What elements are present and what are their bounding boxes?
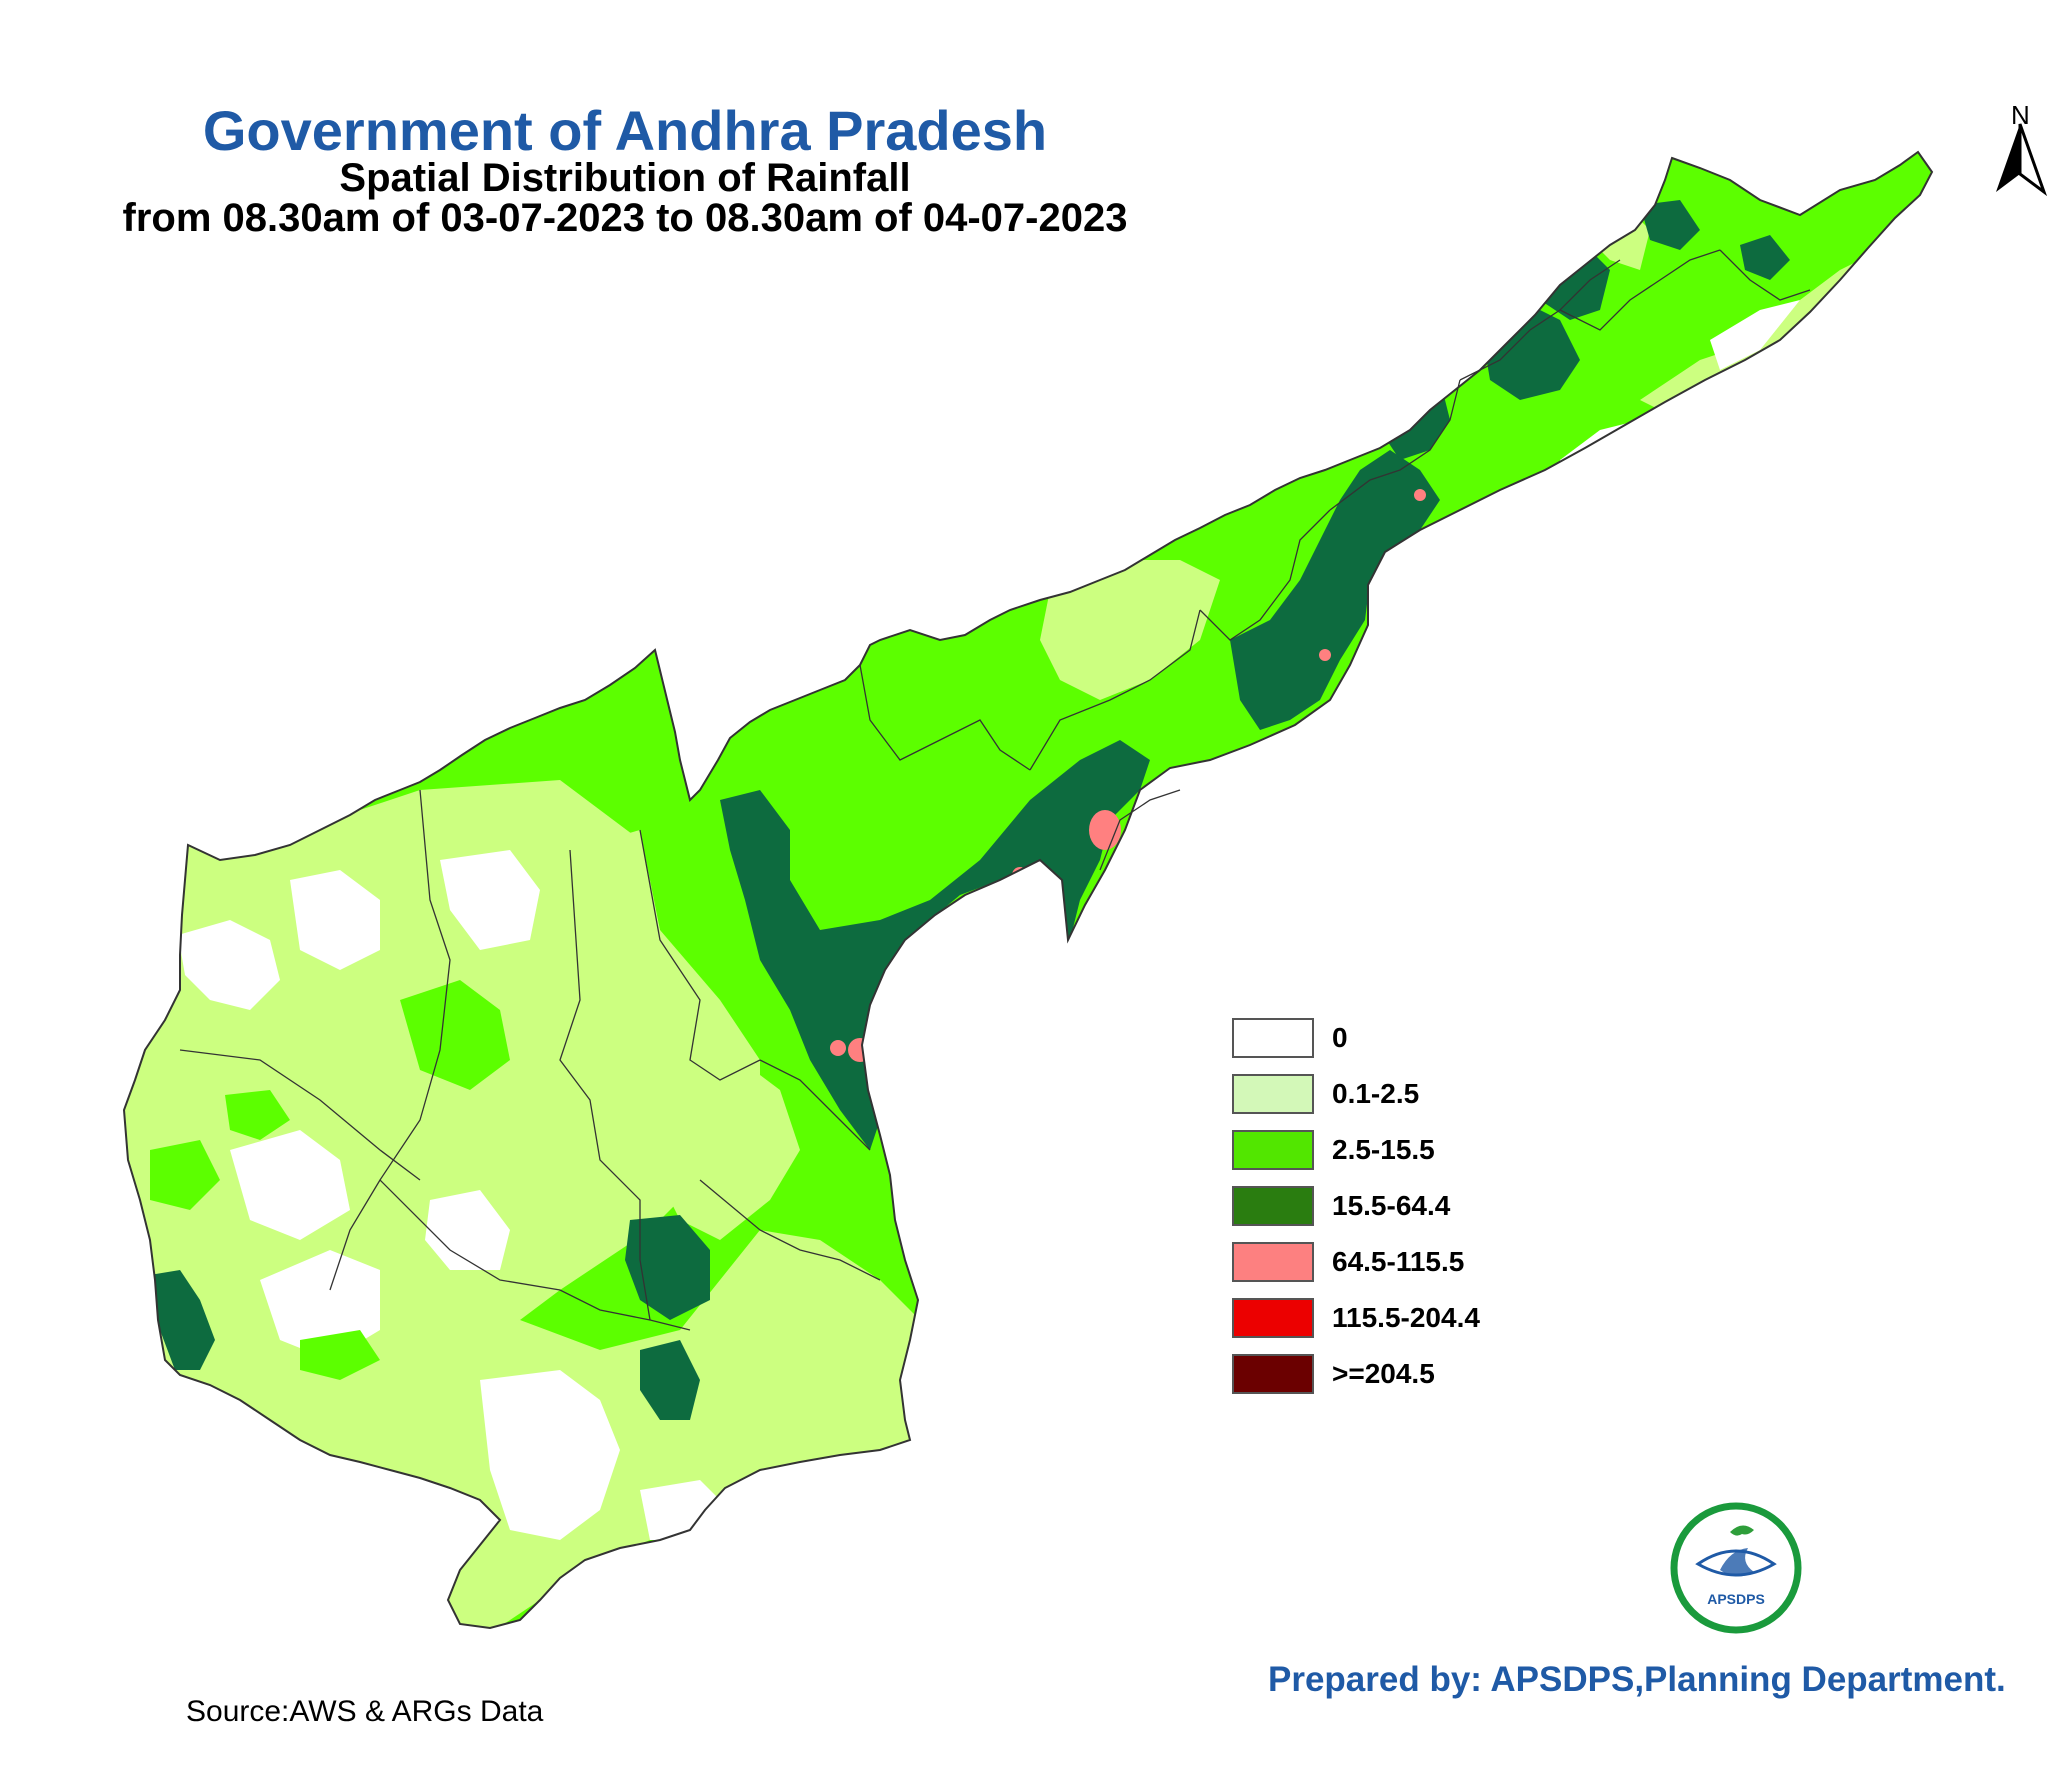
zone-heavy-3 xyxy=(848,1038,872,1062)
zone-none-w-3 xyxy=(425,1190,510,1270)
legend-swatch xyxy=(1232,1018,1314,1058)
zone-very-light-godavari xyxy=(1040,560,1220,700)
zone-moderate-north-4 xyxy=(1740,235,1790,280)
zone-moderate-north-3 xyxy=(1640,200,1700,250)
date-range: from 08.30am of 03-07-2023 to 08.30am of… xyxy=(122,196,1128,240)
legend-swatch xyxy=(1232,1354,1314,1394)
legend-label: 0.1-2.5 xyxy=(1332,1078,1420,1109)
district-boundaries xyxy=(179,249,1811,1331)
district-line-3 xyxy=(329,789,451,1291)
zone-very-light-ne xyxy=(1640,250,1880,410)
legend-label: 15.5-64.4 xyxy=(1332,1190,1451,1221)
district-line-15 xyxy=(1099,789,1181,871)
legend-swatch xyxy=(1232,1186,1314,1226)
zone-heavy-6 xyxy=(1414,489,1426,501)
legend-swatch xyxy=(1232,1242,1314,1282)
apsdps-logo: APSDPS xyxy=(1670,1502,1802,1634)
state-boundary xyxy=(122,150,1934,1630)
north-label: N xyxy=(2011,100,2030,130)
zone-heavy-5 xyxy=(1319,649,1331,661)
map-subtitle: Spatial Distribution of Rainfall xyxy=(339,156,911,200)
legend-label: >=204.5 xyxy=(1332,1358,1435,1389)
district-line-11 xyxy=(1329,379,1461,511)
legend-swatch xyxy=(1232,1074,1314,1114)
zone-none-ne xyxy=(1710,300,1800,370)
district-line-12 xyxy=(1459,259,1621,381)
north-arrow-icon xyxy=(1996,123,2048,197)
zone-none-sw-3 xyxy=(440,850,540,950)
zone-none-sw-2 xyxy=(290,870,380,970)
legend-label: 2.5-15.5 xyxy=(1332,1134,1435,1165)
zone-moderate-krishna-delta xyxy=(720,740,1150,1150)
zone-very-light-central xyxy=(560,830,700,1100)
district-line-13 xyxy=(1559,249,1721,331)
zone-light-w-1 xyxy=(225,1090,290,1140)
zone-moderate-chittoor xyxy=(640,1340,700,1420)
zone-none-s-1 xyxy=(480,1370,620,1540)
prepared-by: Prepared by: APSDPS,Planning Department. xyxy=(1268,1660,2006,1699)
district-line-10 xyxy=(1199,509,1331,641)
zone-moderate-prakasam xyxy=(1000,1020,1080,1090)
legend-label: 0 xyxy=(1332,1022,1348,1053)
legend-swatch xyxy=(1232,1298,1314,1338)
district-line-1 xyxy=(559,849,691,1331)
district-line-8 xyxy=(859,664,1031,771)
district-line-5 xyxy=(379,1179,651,1321)
legend-label: 115.5-204.4 xyxy=(1332,1302,1480,1333)
district-line-14 xyxy=(1719,249,1811,301)
page-title: Government of Andhra Pradesh xyxy=(202,99,1048,162)
district-line-6 xyxy=(699,1179,881,1281)
legend-label: 64.5-115.5 xyxy=(1332,1246,1465,1277)
zone-heavy-4 xyxy=(830,1040,846,1056)
zone-light-w-3 xyxy=(300,1330,380,1380)
zone-very-light-east xyxy=(650,1060,800,1240)
zone-very-light-sw xyxy=(124,780,930,1628)
zone-moderate-kurnool-west xyxy=(150,1270,215,1370)
legend-swatch xyxy=(1232,1130,1314,1170)
district-line-7 xyxy=(759,1059,871,1151)
zone-light-w-4 xyxy=(150,1140,220,1210)
logo-text: APSDPS xyxy=(1707,1591,1765,1607)
district-line-2 xyxy=(639,829,761,1081)
data-source: Source:AWS & ARGs Data xyxy=(186,1695,544,1728)
zone-moderate-godavari xyxy=(1230,450,1440,730)
zone-light-w-2 xyxy=(400,980,510,1090)
district-line-4 xyxy=(179,1049,421,1181)
zone-none-sw-1 xyxy=(178,920,280,1010)
zone-moderate-visakha xyxy=(1140,460,1210,510)
zone-none-w-1 xyxy=(230,1130,350,1240)
district-line-9 xyxy=(1029,609,1201,771)
zone-heavy-1 xyxy=(1089,810,1121,850)
